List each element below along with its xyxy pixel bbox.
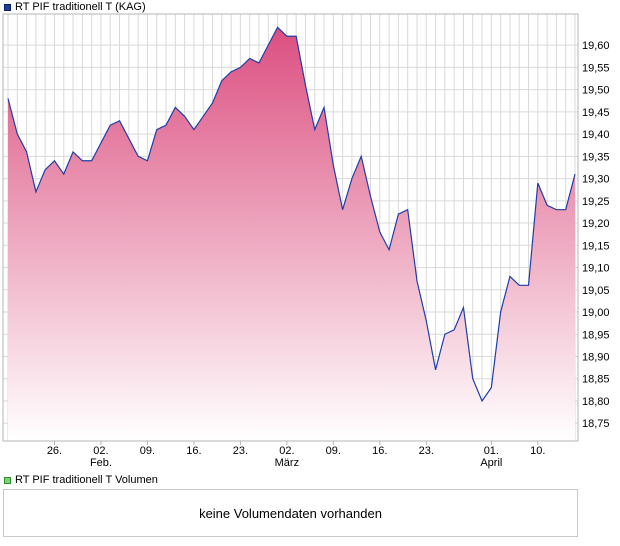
- x-tick-label: 01.: [484, 445, 499, 457]
- volume-empty-message: keine Volumendaten vorhanden: [199, 505, 382, 521]
- price-legend: RT PIF traditionell T (KAG): [4, 0, 146, 14]
- y-tick-label: 18,75: [582, 418, 610, 430]
- y-tick-label: 19,60: [582, 40, 610, 52]
- x-tick-label: 23.: [233, 445, 248, 457]
- volume-panel: keine Volumendaten vorhanden: [3, 489, 578, 537]
- x-tick-month-label: Feb.: [90, 457, 112, 469]
- y-tick-label: 19,00: [582, 307, 610, 319]
- price-area-fill: [8, 27, 575, 442]
- x-tick-label: 10.: [530, 445, 545, 457]
- price-chart: 18,75 18,80 18,85 18,90 18,95 19,00 19,05 19,10…: [2, 13, 610, 469]
- x-tick-label: 23.: [419, 445, 434, 457]
- y-tick-label: 18,90: [582, 351, 610, 363]
- plot-border: [2, 13, 579, 442]
- y-tick-label: 19,45: [582, 107, 610, 119]
- y-tick-label: 18,80: [582, 396, 610, 408]
- x-tick-label: 09.: [326, 445, 341, 457]
- volume-series-name: RT PIF traditionell T Volumen: [15, 474, 158, 486]
- y-tick-label: 19,25: [582, 196, 610, 208]
- x-tick-label: 02.: [279, 445, 294, 457]
- y-tick-label: 19,40: [582, 129, 610, 141]
- y-tick-label: 19,05: [582, 285, 610, 297]
- x-tick-label: 02.: [93, 445, 108, 457]
- volume-series-swatch: [4, 476, 11, 484]
- y-tick-label: 19,30: [582, 174, 610, 186]
- volume-legend: RT PIF traditionell T Volumen: [4, 473, 158, 487]
- y-tick-label: 18,85: [582, 374, 610, 386]
- x-tick-label: 16.: [186, 445, 201, 457]
- x-tick-label: 09.: [140, 445, 155, 457]
- y-tick-label: 18,95: [582, 329, 610, 341]
- y-tick-label: 19,10: [582, 263, 610, 275]
- y-tick-label: 19,20: [582, 218, 610, 230]
- y-tick-label: 19,55: [582, 62, 610, 74]
- y-tick-label: 19,35: [582, 151, 610, 163]
- y-tick-label: 19,50: [582, 85, 610, 97]
- x-tick-month-label: März: [275, 457, 299, 469]
- x-tick-month-label: April: [480, 457, 502, 469]
- y-axis-labels: 18,75 18,80 18,85 18,90 18,95 19,00 19,05 19,10…: [582, 40, 610, 430]
- x-tick-label: 26.: [47, 445, 62, 457]
- x-tick-label: 16.: [372, 445, 387, 457]
- y-tick-label: 19,15: [582, 240, 610, 252]
- price-series-name: RT PIF traditionell T (KAG): [15, 1, 146, 13]
- price-line: [7, 26, 576, 403]
- price-series-swatch: [4, 3, 11, 11]
